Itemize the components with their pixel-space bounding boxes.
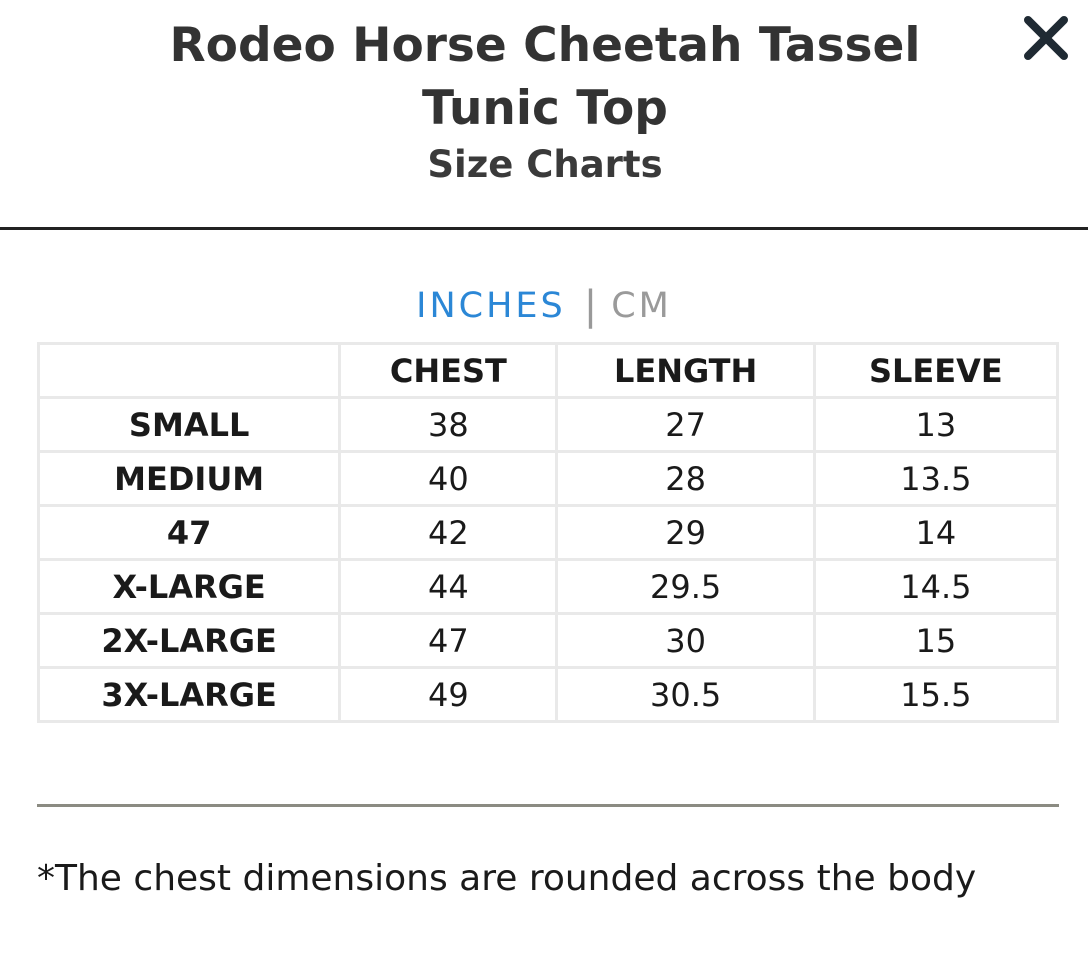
column-header-size — [40, 345, 339, 396]
product-title: Rodeo Horse Cheetah Tassel Tunic Top — [169, 18, 921, 136]
unit-separator: | — [583, 283, 598, 329]
modal-header: Rodeo Horse Cheetah Tassel Tunic Top Siz… — [0, 0, 1088, 230]
length-value: 29.5 — [558, 561, 813, 612]
chest-value: 47 — [341, 615, 556, 666]
sleeve-value: 15 — [815, 615, 1056, 666]
table-row: 2X-LARGE 47 30 15 — [40, 615, 1056, 666]
chest-footnote: *The chest dimensions are rounded across… — [37, 858, 977, 899]
length-value: 30 — [558, 615, 813, 666]
sleeve-value: 13.5 — [815, 453, 1056, 504]
size-label: X-LARGE — [40, 561, 339, 612]
table-header-row: CHEST LENGTH SLEEVE — [40, 345, 1056, 396]
close-icon — [1024, 16, 1068, 60]
chest-value: 42 — [341, 507, 556, 558]
section-divider — [37, 804, 1059, 807]
close-button[interactable] — [1018, 8, 1074, 64]
size-label: 2X-LARGE — [40, 615, 339, 666]
size-charts-subtitle: Size Charts — [427, 143, 663, 186]
chest-value: 40 — [341, 453, 556, 504]
size-chart-table: CHEST LENGTH SLEEVE SMALL 38 27 13 MEDIU… — [37, 342, 1059, 723]
length-value: 27 — [558, 399, 813, 450]
column-header-chest: CHEST — [341, 345, 556, 396]
table-row: X-LARGE 44 29.5 14.5 — [40, 561, 1056, 612]
table-row: 3X-LARGE 49 30.5 15.5 — [40, 669, 1056, 720]
size-label: 47 — [40, 507, 339, 558]
size-label: SMALL — [40, 399, 339, 450]
cm-tab[interactable]: CM — [611, 286, 672, 326]
table-row: 47 42 29 14 — [40, 507, 1056, 558]
size-label: 3X-LARGE — [40, 669, 339, 720]
column-header-length: LENGTH — [558, 345, 813, 396]
length-value: 29 — [558, 507, 813, 558]
unit-toggle: INCHES | CM — [0, 280, 1088, 330]
sleeve-value: 13 — [815, 399, 1056, 450]
sleeve-value: 15.5 — [815, 669, 1056, 720]
length-value: 30.5 — [558, 669, 813, 720]
size-label: MEDIUM — [40, 453, 339, 504]
chest-value: 38 — [341, 399, 556, 450]
column-header-sleeve: SLEEVE — [815, 345, 1056, 396]
length-value: 28 — [558, 453, 813, 504]
sleeve-value: 14.5 — [815, 561, 1056, 612]
chest-value: 44 — [341, 561, 556, 612]
inches-tab[interactable]: INCHES — [416, 286, 566, 326]
sleeve-value: 14 — [815, 507, 1056, 558]
table-row: SMALL 38 27 13 — [40, 399, 1056, 450]
table-row: MEDIUM 40 28 13.5 — [40, 453, 1056, 504]
chest-value: 49 — [341, 669, 556, 720]
